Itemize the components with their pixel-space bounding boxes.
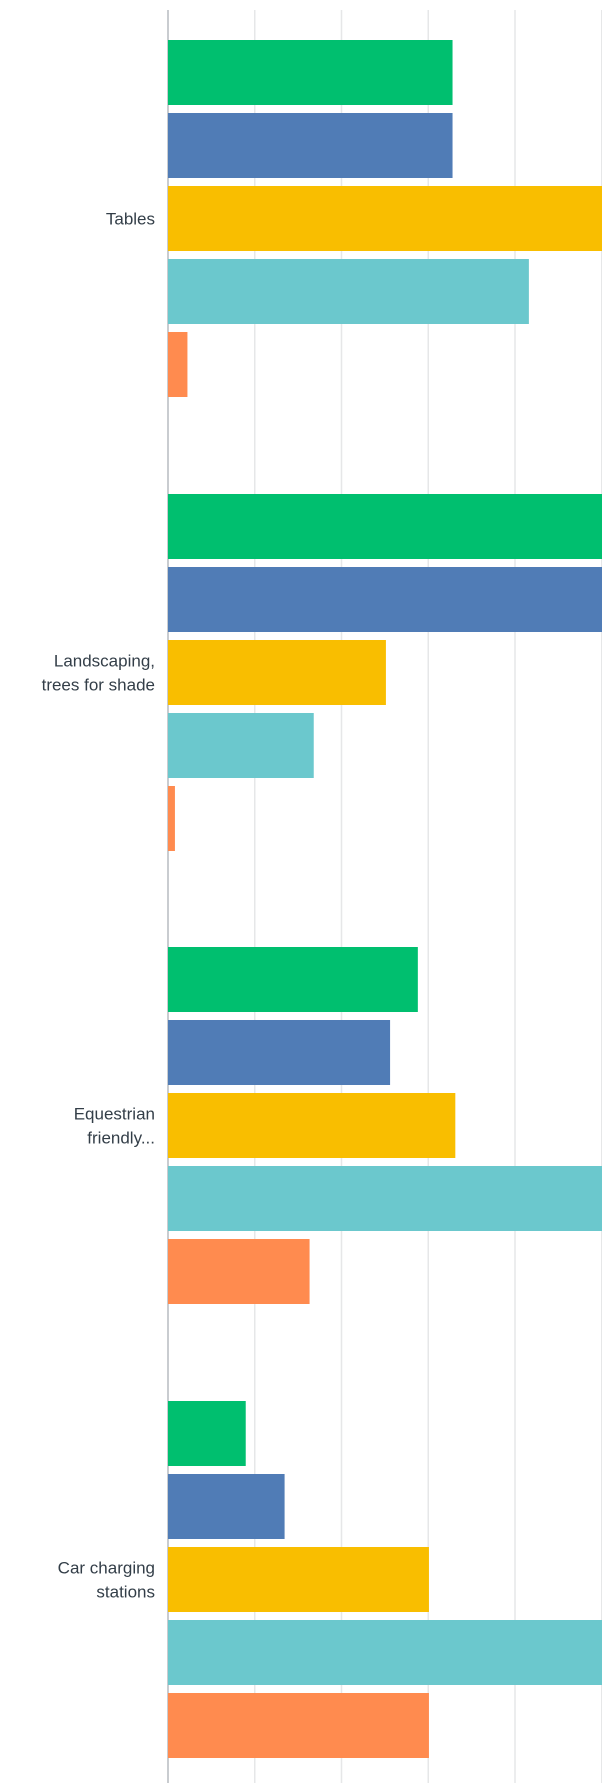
bar-4-series-3 [168, 1547, 429, 1612]
bar-4-series-2 [168, 1474, 285, 1539]
bar-1-series-4 [168, 259, 529, 324]
bar-3-series-5 [168, 1239, 310, 1304]
bar-3-series-2 [168, 1020, 391, 1085]
bar-2-series-3 [168, 640, 386, 705]
bar-1-series-5 [168, 332, 188, 397]
bar-1-series-1 [168, 40, 453, 105]
category-label-4-line-2: stations [96, 1583, 155, 1602]
category-label-2-line-2: trees for shade [42, 676, 155, 695]
category-label-3-line-1: Equestrian [74, 1105, 155, 1124]
bar-3-series-4 [168, 1166, 602, 1231]
bar-4-series-1 [168, 1401, 246, 1466]
category-label-2-line-1: Landscaping, [54, 652, 155, 671]
category-label-4-line-1: Car charging [58, 1559, 155, 1578]
bar-2-series-2 [168, 567, 602, 632]
bar-2-series-1 [168, 494, 602, 559]
category-labels: Tables Landscaping, trees for shade Equestr… [42, 210, 155, 1602]
bar-1-series-2 [168, 113, 453, 178]
bar-1-series-3 [168, 186, 602, 251]
bars [168, 40, 602, 1758]
bar-2-series-5 [168, 786, 175, 851]
bar-2-series-4 [168, 713, 314, 778]
category-label-3-line-2: friendly... [87, 1129, 155, 1148]
bar-4-series-5 [168, 1693, 429, 1758]
bar-3-series-3 [168, 1093, 456, 1158]
bar-3-series-1 [168, 947, 418, 1012]
bar-4-series-4 [168, 1620, 602, 1685]
category-label-1-line-1: Tables [106, 210, 155, 229]
